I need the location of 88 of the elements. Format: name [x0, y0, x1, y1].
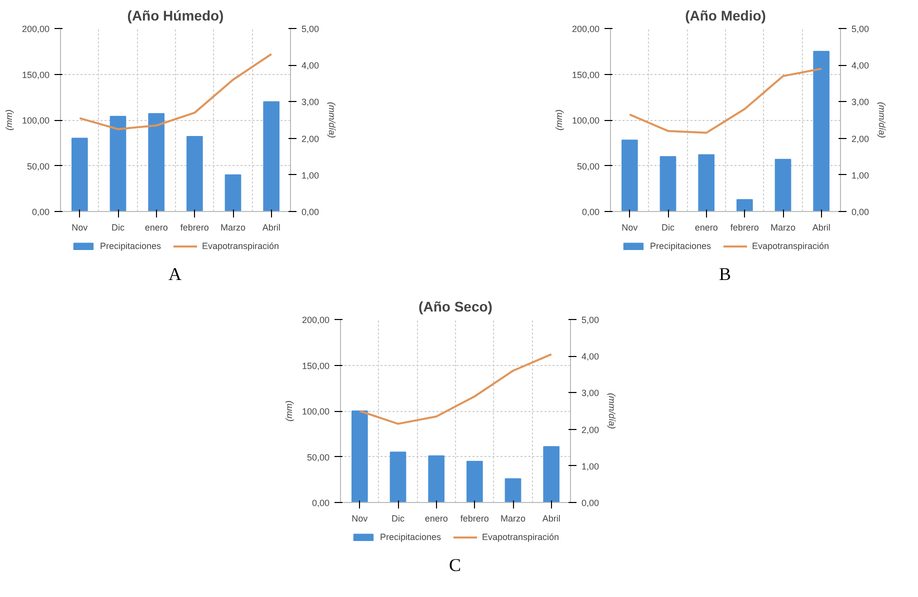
x-tick-label: Dic: [112, 222, 125, 232]
y-tick-label: 200,00: [572, 24, 600, 34]
y-tick-label: 50,00: [306, 452, 330, 462]
x-tick-label: Nov: [352, 514, 368, 524]
legend-label: Evapotranspiración: [202, 241, 280, 251]
y-tick-label: 0,00: [582, 207, 600, 217]
y-tick-label: 150,00: [22, 70, 50, 80]
y-tick-label: 50,00: [26, 161, 50, 172]
y2-tick-label: 5,00: [302, 24, 320, 34]
x-tick-label: Nov: [72, 222, 88, 232]
bar: [72, 138, 88, 212]
y2-axis-title: (mm/día): [607, 393, 618, 430]
bar: [543, 446, 560, 502]
legend-label: Evapotranspiración: [482, 532, 560, 542]
y-axis-title: (mm): [4, 109, 14, 130]
y-axis-title: (mm): [284, 400, 294, 422]
bar: [148, 113, 164, 212]
text: C: [448, 554, 461, 577]
y2-tick-label: 5,00: [582, 315, 600, 325]
legend-label: Precipitaciones: [100, 241, 161, 251]
y2-tick-label: 4,00: [302, 60, 320, 71]
x-tick-label: Nov: [622, 222, 638, 232]
x-tick-label: Abril: [542, 514, 560, 524]
chart-title: (Año Seco): [418, 298, 492, 314]
legend-label: Evapotranspiración: [752, 241, 830, 251]
x-tick-label: febrero: [180, 222, 209, 232]
y2-tick-label: 2,00: [852, 134, 870, 144]
chart-title: (Año Medio): [685, 8, 766, 24]
y2-tick-label: 1,00: [582, 461, 600, 472]
x-tick-label: febrero: [730, 222, 759, 232]
bar: [352, 410, 368, 502]
bar: [660, 156, 676, 212]
text: A: [168, 263, 182, 286]
y-tick-label: 200,00: [302, 315, 330, 325]
bar: [504, 478, 522, 502]
y-axis-title: (mm): [554, 109, 564, 130]
bar: [736, 199, 753, 212]
x-tick-label: enero: [144, 222, 168, 232]
x-tick-label: Marzo: [500, 514, 526, 524]
x-tick-label: febrero: [460, 514, 489, 524]
y-tick-label: 100,00: [22, 116, 50, 126]
x-tick-label: Dic: [662, 222, 675, 232]
y2-axis-title: (mm/día): [327, 102, 338, 138]
y-tick-label: 100,00: [302, 406, 330, 416]
y-tick-label: 0,00: [312, 498, 330, 508]
x-tick-label: Marzo: [220, 222, 246, 232]
bar: [698, 154, 714, 212]
y-tick-label: 150,00: [572, 70, 600, 80]
y2-tick-label: 3,00: [852, 97, 870, 108]
x-tick-label: Marzo: [770, 222, 796, 232]
y2-tick-label: 4,00: [582, 352, 600, 362]
line-series: [78, 53, 272, 130]
y-tick-label: 200,00: [22, 24, 50, 34]
y2-tick-label: 2,00: [302, 134, 320, 144]
x-tick-label: Dic: [392, 514, 405, 524]
x-tick-label: enero: [424, 514, 448, 524]
bar: [110, 116, 126, 212]
y2-tick-label: 2,00: [582, 424, 600, 435]
y-tick-label: 0,00: [32, 207, 50, 217]
bar: [466, 460, 483, 502]
y-tick-label: 50,00: [576, 161, 600, 172]
legend-label: Precipitaciones: [650, 241, 711, 251]
bar: [390, 452, 406, 502]
y-tick-label: 150,00: [302, 360, 330, 371]
line-series: [628, 68, 822, 134]
bar: [622, 140, 638, 212]
y2-tick-label: 1,00: [302, 170, 320, 180]
bar: [224, 174, 242, 212]
y2-tick-label: 3,00: [302, 97, 320, 108]
y2-axis-title: (mm/día): [877, 102, 888, 138]
text: B: [718, 263, 731, 286]
y-tick-label: 100,00: [572, 116, 600, 126]
y2-tick-label: 5,00: [852, 24, 870, 34]
y2-tick-label: 3,00: [582, 388, 600, 398]
bar: [263, 101, 280, 212]
bar: [428, 455, 444, 502]
bar: [774, 158, 792, 212]
x-tick-label: Abril: [812, 222, 830, 232]
x-tick-label: Abril: [262, 222, 280, 232]
y2-tick-label: 4,00: [852, 60, 870, 71]
bar: [186, 136, 203, 212]
chart-title: (Año Húmedo): [127, 8, 224, 24]
line-series: [358, 353, 552, 425]
x-tick-label: enero: [694, 222, 718, 232]
y2-tick-label: 1,00: [852, 170, 870, 180]
legend-label: Precipitaciones: [380, 532, 441, 542]
bar: [813, 50, 830, 212]
y2-tick-label: 0,00: [852, 207, 870, 217]
